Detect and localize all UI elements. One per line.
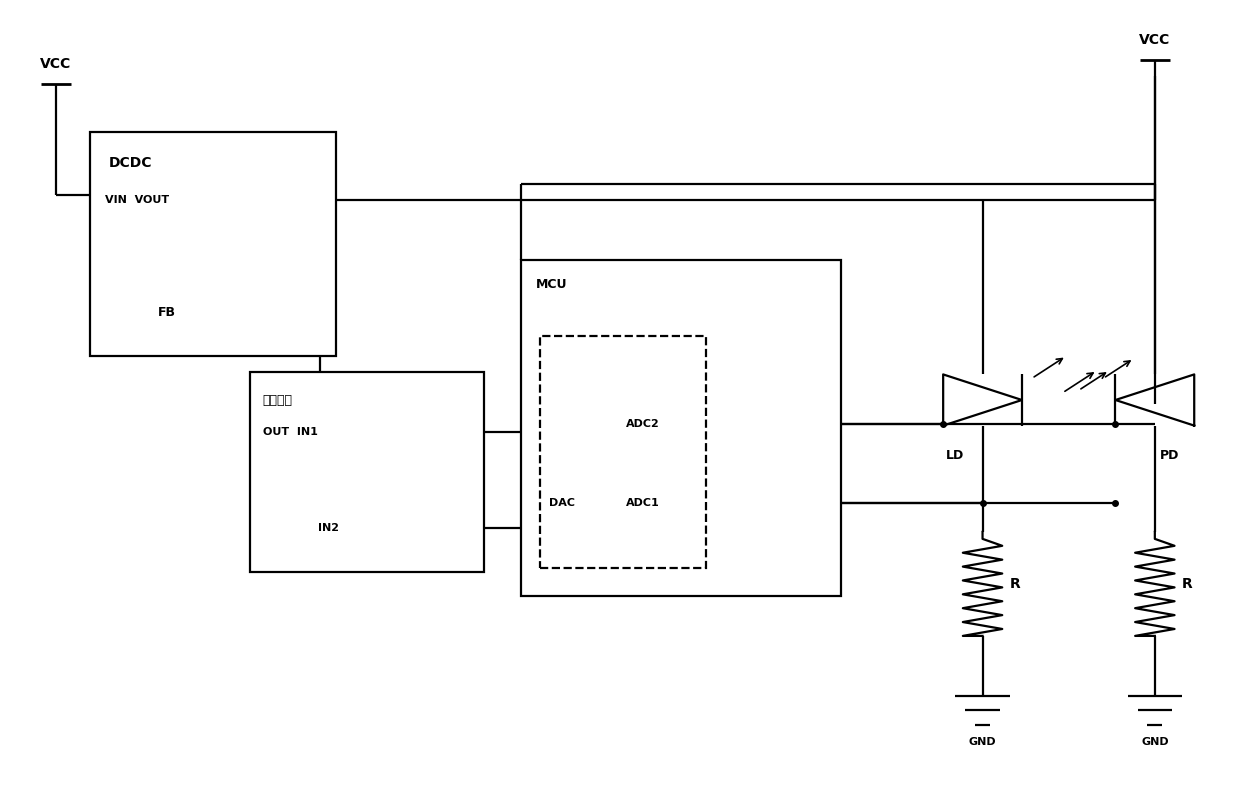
Bar	[522, 260, 841, 596]
Text: R: R	[1010, 577, 1021, 591]
Text: OUT  IN1: OUT IN1	[263, 427, 317, 437]
Text: R: R	[1182, 577, 1193, 591]
Text: 反馈网络: 反馈网络	[263, 393, 292, 406]
Text: DCDC: DCDC	[109, 155, 152, 170]
Text: VCC: VCC	[40, 57, 72, 71]
Text: VIN  VOUT: VIN VOUT	[105, 195, 170, 205]
Text: GND: GND	[969, 737, 996, 747]
Text: VCC: VCC	[1139, 33, 1171, 47]
Text: ADC1: ADC1	[626, 498, 659, 508]
Bar	[250, 372, 484, 572]
Text: DAC: DAC	[549, 498, 575, 508]
Text: LD: LD	[947, 449, 965, 462]
Text: MCU: MCU	[535, 278, 567, 291]
Text: IN2: IN2	[318, 523, 339, 533]
Text: PD: PD	[1160, 449, 1180, 462]
Text: ADC2: ADC2	[626, 419, 659, 429]
Bar	[90, 133, 337, 356]
Text: GND: GND	[1141, 737, 1168, 747]
Text: FB: FB	[159, 305, 176, 318]
Bar	[539, 336, 706, 568]
